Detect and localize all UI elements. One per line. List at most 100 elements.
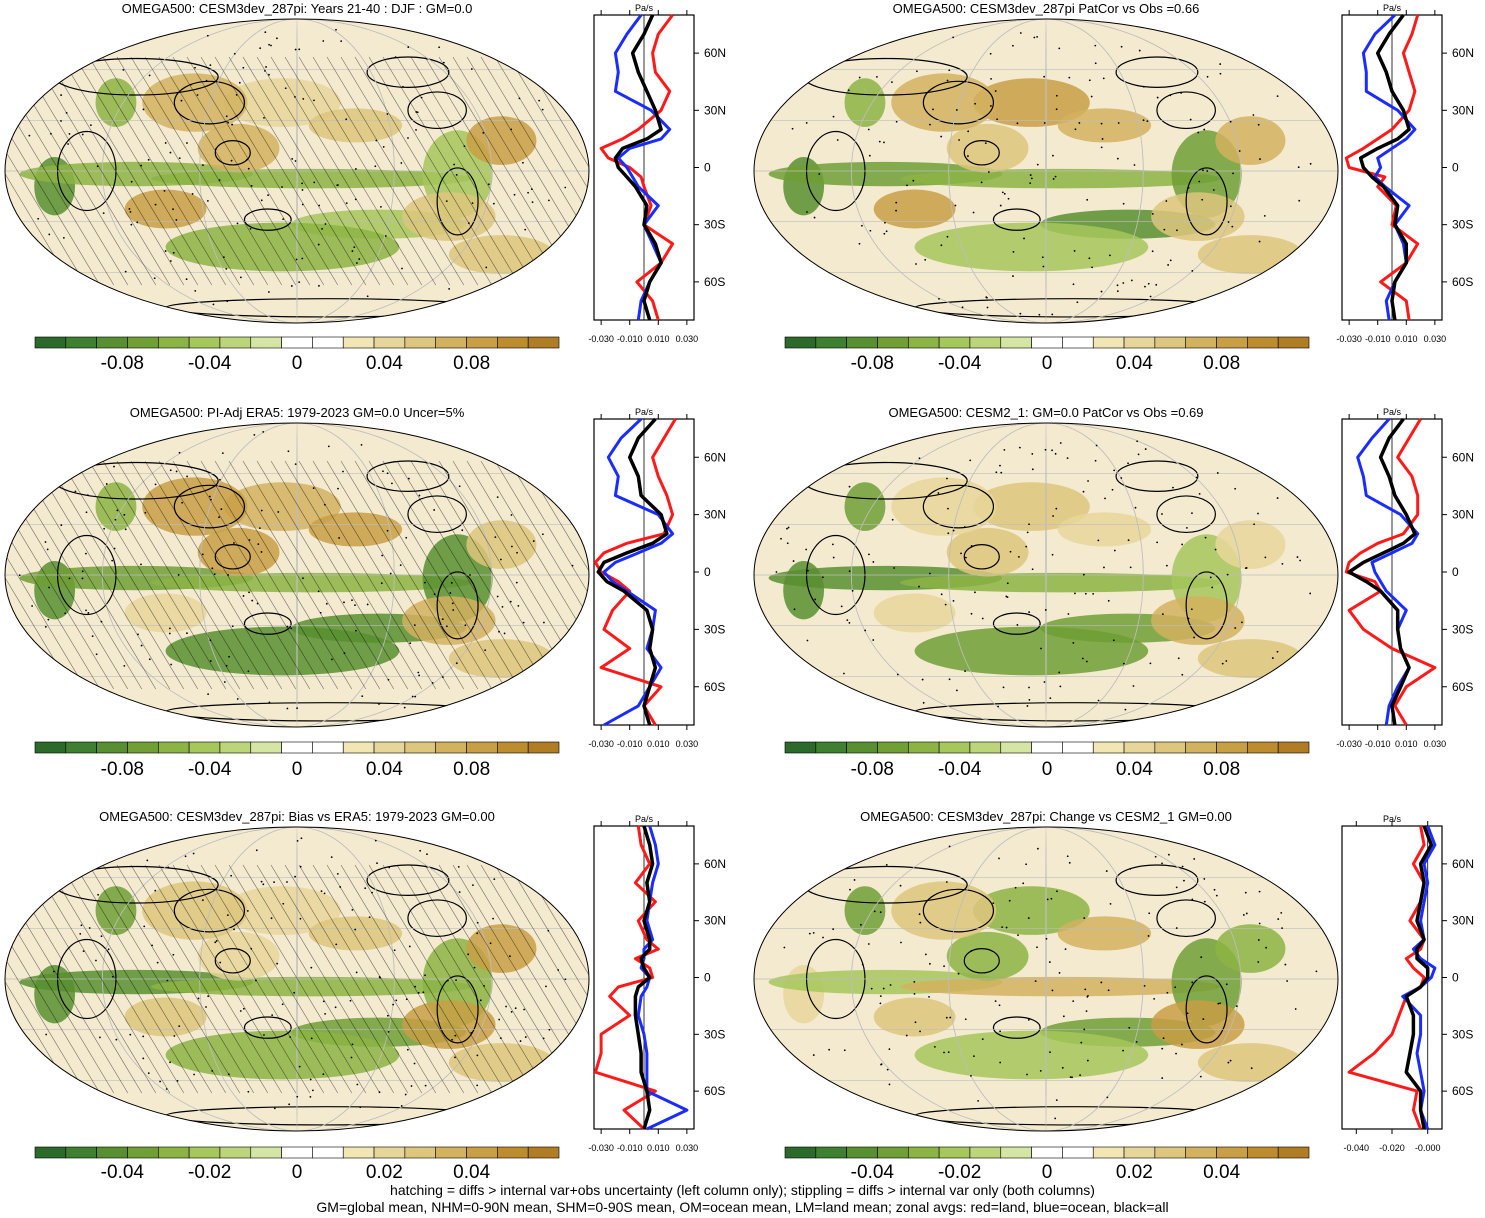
stipple-dot: [351, 599, 353, 602]
colorbar-box: [373, 1146, 406, 1159]
hatch-line: [326, 460, 465, 690]
stipple-dot: [302, 98, 305, 100]
stipple-dot: [1012, 251, 1015, 253]
stipple-dot: [405, 536, 408, 539]
stipple-dot: [471, 202, 474, 204]
hatch-line: [354, 460, 493, 690]
stipple-dot: [354, 198, 357, 201]
stipple-dot: [242, 1007, 245, 1010]
stipple-dot: [1191, 512, 1193, 515]
stipple-dot: [940, 135, 943, 138]
stipple-dot: [922, 701, 925, 704]
stipple-dot: [225, 267, 228, 270]
stipple-dot: [519, 1040, 522, 1042]
stipple-dot: [74, 490, 77, 493]
colorbar-box: [65, 336, 97, 349]
stipple-dot: [222, 256, 225, 259]
stipple-dot: [331, 658, 333, 661]
stipple-dot: [496, 595, 499, 598]
field-anomaly: [1197, 639, 1303, 679]
stipple-dot: [1206, 75, 1209, 78]
colorbar-box: [188, 1146, 221, 1159]
field-anomaly: [1057, 916, 1152, 951]
lat-tick-label: 0: [1452, 971, 1459, 985]
x-tick-label: -0.010: [1365, 739, 1391, 749]
stipple-dot: [136, 221, 139, 224]
stipple-dot: [840, 605, 843, 608]
stipple-dot: [1023, 237, 1025, 240]
lat-tick-label: 60N: [1452, 857, 1474, 871]
stipple-dot: [1002, 686, 1005, 689]
stipple-dot: [1217, 1002, 1220, 1005]
stipple-dot: [542, 1037, 545, 1040]
colorbar-box: [1185, 741, 1217, 754]
stipple-dot: [335, 28, 337, 31]
hatch-line: [382, 864, 521, 1094]
stipple-dot: [1309, 162, 1312, 165]
stipple-dot: [1022, 882, 1025, 885]
stipple-dot: [1017, 556, 1020, 558]
stipple-dot: [233, 52, 236, 55]
field-anomaly: [844, 482, 886, 531]
stipple-dot: [999, 1061, 1002, 1064]
hatch-line: [494, 56, 589, 286]
stipple-dot: [949, 1016, 952, 1019]
stipple-dot: [248, 591, 250, 594]
stipple-dot: [858, 242, 861, 245]
colorbar-box: [907, 336, 940, 349]
stipple-dot: [1018, 446, 1021, 449]
stipple-dot: [1014, 886, 1017, 889]
stipple-dot: [1051, 989, 1054, 992]
stipple-dot: [848, 485, 851, 488]
series-all: [1404, 825, 1434, 1130]
stipple-dot: [159, 1080, 161, 1083]
stipple-dot: [1163, 228, 1166, 231]
stipple-dot: [273, 1107, 276, 1110]
stipple-dot: [227, 574, 229, 576]
stipple-dot: [1132, 685, 1135, 687]
field-anomaly: [914, 222, 1149, 272]
stipple-dot: [206, 34, 209, 37]
stipple-dot: [813, 216, 816, 219]
colorbar-box: [281, 336, 313, 349]
stipple-dot: [345, 202, 348, 205]
stipple-dot: [1086, 198, 1089, 201]
stipple-dot: [294, 160, 297, 162]
stipple-dot: [249, 227, 252, 230]
colorbar-box: [1000, 336, 1032, 349]
series-all: [1347, 417, 1417, 726]
stipple-dot: [1229, 120, 1232, 123]
coastline: [243, 208, 292, 231]
stipple-dot: [1055, 94, 1058, 97]
stipple-dot: [861, 963, 864, 966]
stipple-dot: [873, 910, 876, 913]
hatch-line: [32, 864, 171, 1094]
stipple-dot: [1059, 442, 1062, 444]
colorbar-box: [250, 336, 282, 349]
lat-tick-label: 30N: [704, 508, 726, 522]
stipple-dot: [52, 970, 55, 973]
field-anomaly: [142, 881, 248, 940]
stipple-dot: [954, 204, 957, 207]
stipple-dot: [1028, 523, 1030, 526]
stipple-dot: [879, 911, 882, 914]
stipple-dot: [1082, 573, 1085, 576]
stipple-dot: [169, 627, 171, 630]
stipple-dot: [832, 115, 835, 118]
stipple-dot: [264, 31, 267, 34]
footer-line-1: hatching = diffs > internal var+obs unce…: [390, 1182, 1095, 1198]
stipple-dot: [87, 612, 90, 614]
hatch-line: [242, 460, 381, 690]
stipple-dot: [371, 891, 373, 894]
lat-tick-label: 30S: [704, 218, 725, 232]
stipple-dot: [1213, 888, 1216, 891]
stipple-dot: [414, 695, 417, 698]
hatch-line: [200, 864, 339, 1094]
stipple-dot: [523, 1008, 526, 1011]
stipple-dot: [1066, 855, 1069, 858]
hatch-line: [186, 56, 325, 286]
stipple-dot: [1100, 981, 1103, 984]
hatch-line: [424, 56, 563, 286]
stipple-dot: [961, 306, 964, 309]
stipple-dot: [457, 865, 460, 868]
